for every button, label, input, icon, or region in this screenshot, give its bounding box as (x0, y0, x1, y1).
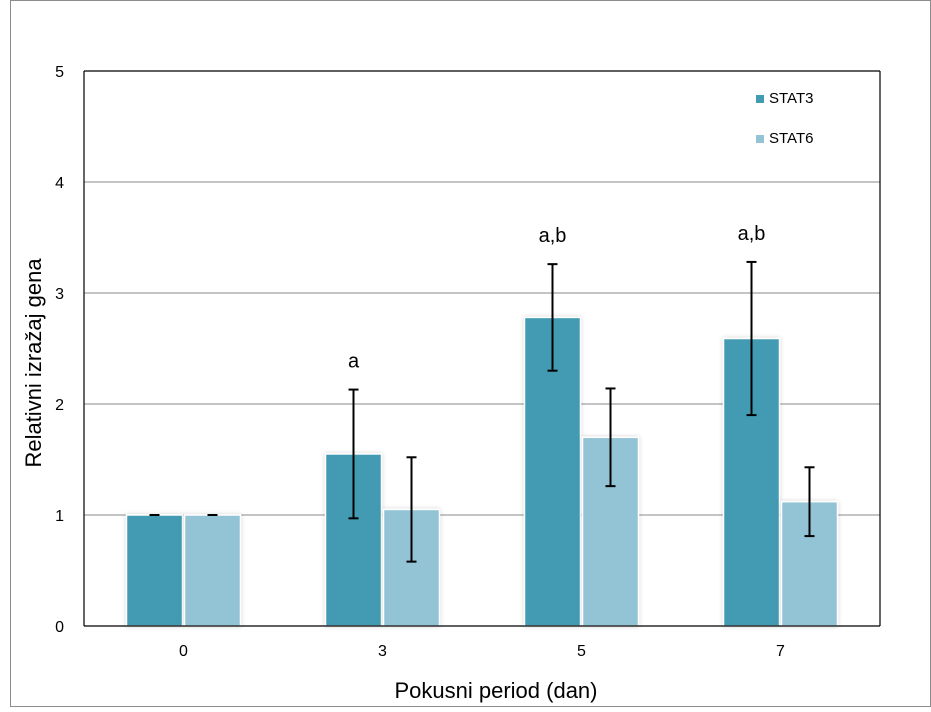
y-tick-label-1: 1 (55, 508, 64, 525)
legend-swatch (756, 95, 764, 103)
legend: STAT3 STAT6 (756, 90, 813, 147)
legend-item-stat3: STAT3 (756, 90, 813, 107)
x-tick-label-0: 0 (179, 643, 188, 660)
x-tick-label-3: 3 (378, 643, 387, 660)
legend-label: STAT6 (769, 130, 813, 147)
bar-stat6-0 (183, 514, 242, 627)
y-tick-label-2: 2 (55, 397, 64, 414)
legend-swatch (756, 135, 764, 143)
y-tick-label-4: 4 (55, 175, 64, 192)
error-bar-stat6-3 (406, 456, 417, 563)
annotation-3: a (348, 351, 360, 373)
annotation-7: a,b (738, 223, 766, 245)
legend-label: STAT3 (769, 90, 813, 107)
error-bar-stat6-5 (605, 387, 616, 488)
x-axis-label: Pokusni period (dan) (394, 678, 597, 703)
x-tick-label-5: 5 (577, 643, 586, 660)
y-tick-label-5: 5 (55, 64, 64, 81)
axes: 0 1 2 3 4 5 0 3 5 7 (55, 64, 881, 660)
legend-item-stat6: STAT6 (756, 130, 813, 147)
error-bars (149, 260, 815, 563)
significance-annotations: a a,b a,b (348, 223, 765, 373)
error-bar-stat3-5 (547, 263, 558, 372)
error-bar-stat3-3 (348, 388, 359, 520)
annotation-5: a,b (539, 225, 567, 247)
error-bar-stat6-7 (804, 466, 815, 538)
y-tick-label-3: 3 (55, 286, 64, 303)
error-bar-stat3-7 (746, 260, 757, 417)
bar-stat3-0 (125, 514, 184, 627)
y-tick-label-0: 0 (55, 619, 64, 636)
y-axis-label: Relativni izražaj gena (21, 258, 46, 468)
x-tick-label-7: 7 (776, 643, 785, 660)
